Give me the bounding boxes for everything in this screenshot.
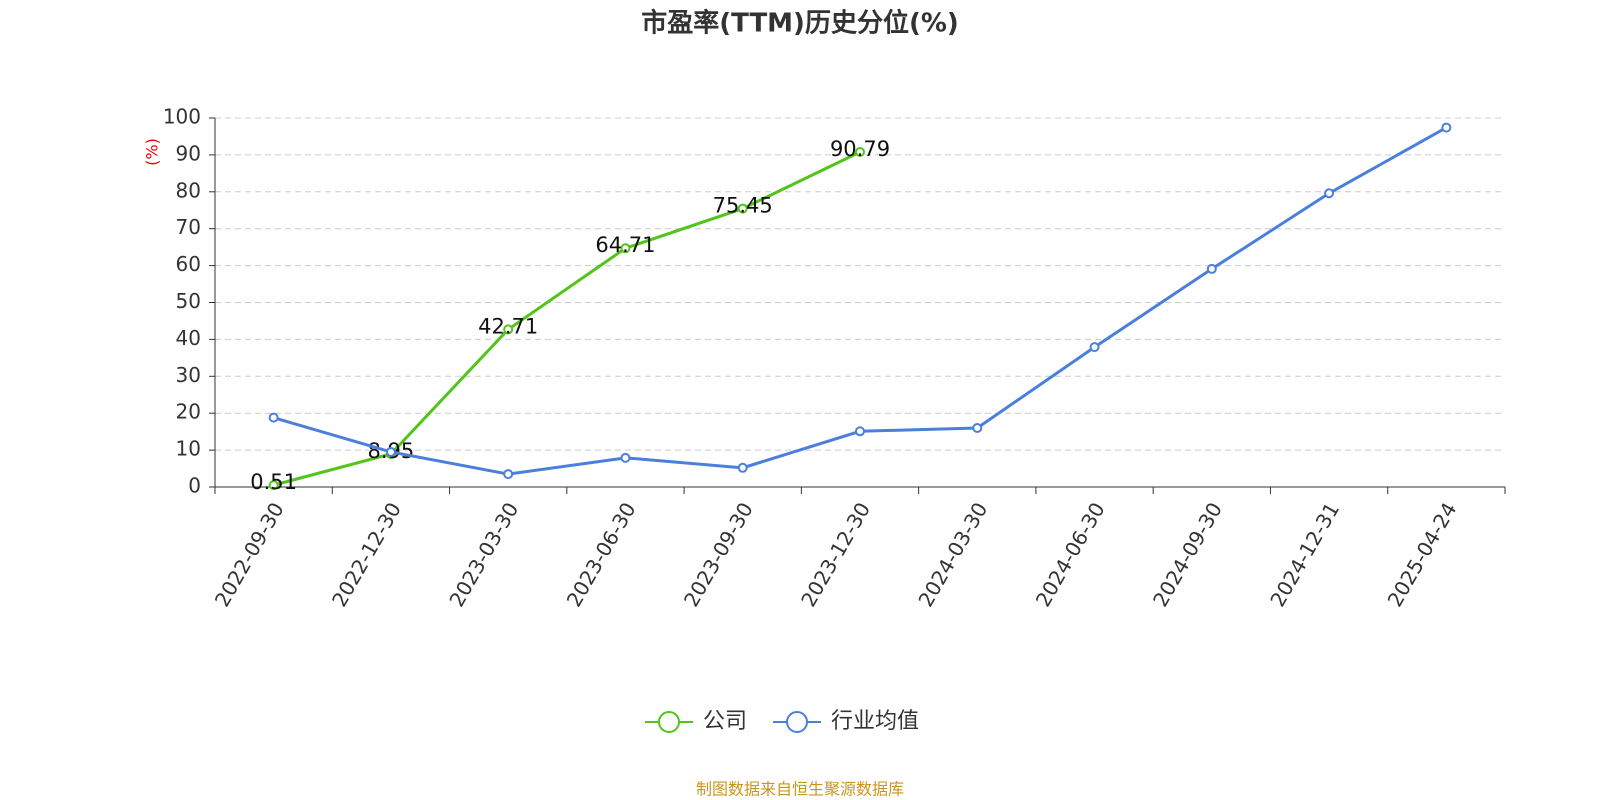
x-tick-label: 2023-06-30 xyxy=(562,498,641,611)
data-point xyxy=(268,412,279,423)
data-point xyxy=(1089,342,1100,353)
y-tick-label: 60 xyxy=(176,252,201,276)
y-tick-label: 100 xyxy=(163,105,201,129)
data-point xyxy=(1441,122,1452,133)
x-tick-label: 2024-09-30 xyxy=(1148,498,1227,611)
y-tick-label: 10 xyxy=(176,437,201,461)
source-note: 制图数据来自恒生聚源数据库 xyxy=(696,780,904,799)
legend-marker xyxy=(658,711,680,733)
data-label: 75.45 xyxy=(713,194,773,218)
data-label: 42.71 xyxy=(478,314,538,338)
x-tick-label: 2025-04-24 xyxy=(1383,498,1462,611)
series-line xyxy=(273,150,861,487)
x-tick-label: 2022-09-30 xyxy=(210,498,289,611)
y-tick-label: 20 xyxy=(176,400,201,424)
y-tick-label: 50 xyxy=(176,289,201,313)
data-point xyxy=(737,203,748,214)
data-point xyxy=(737,462,748,473)
y-tick-label: 80 xyxy=(176,178,201,202)
y-tick-label: 90 xyxy=(176,141,201,165)
legend-label: 公司 xyxy=(703,709,747,734)
legend-marker xyxy=(786,711,809,733)
x-tick-label: 2024-03-30 xyxy=(913,498,992,611)
data-point xyxy=(1324,188,1335,199)
data-point xyxy=(620,452,631,463)
y-tick-label: 0 xyxy=(188,474,201,498)
data-point xyxy=(385,446,396,457)
data-point xyxy=(503,469,514,480)
data-point xyxy=(855,426,865,437)
data-label: 90.79 xyxy=(830,137,890,161)
chart-title: 市盈率(TTM)历史分位(%) xyxy=(641,8,959,39)
data-label: 64.71 xyxy=(595,233,655,257)
y-tick-label: 70 xyxy=(176,215,201,239)
x-tick-label: 2023-03-30 xyxy=(444,498,523,611)
data-point xyxy=(503,324,514,335)
data-label: 0.51 xyxy=(250,470,297,494)
x-tick-label: 2022-12-30 xyxy=(327,498,406,611)
data-point xyxy=(620,243,631,254)
x-tick-label: 2023-12-30 xyxy=(796,498,875,611)
series-line xyxy=(273,126,1448,476)
x-tick-label: 2024-12-31 xyxy=(1265,498,1344,611)
y-tick-label: 40 xyxy=(176,326,201,350)
x-tick-label: 2024-06-30 xyxy=(1031,498,1110,611)
data-point xyxy=(268,480,279,491)
x-tick-label: 2023-09-30 xyxy=(679,498,758,611)
y-tick-label: 30 xyxy=(176,363,201,387)
data-point xyxy=(1206,263,1217,274)
legend-label: 行业均值 xyxy=(831,709,919,734)
data-point xyxy=(972,422,983,433)
y-axis-label: (%) xyxy=(143,138,162,166)
data-point xyxy=(855,146,865,157)
